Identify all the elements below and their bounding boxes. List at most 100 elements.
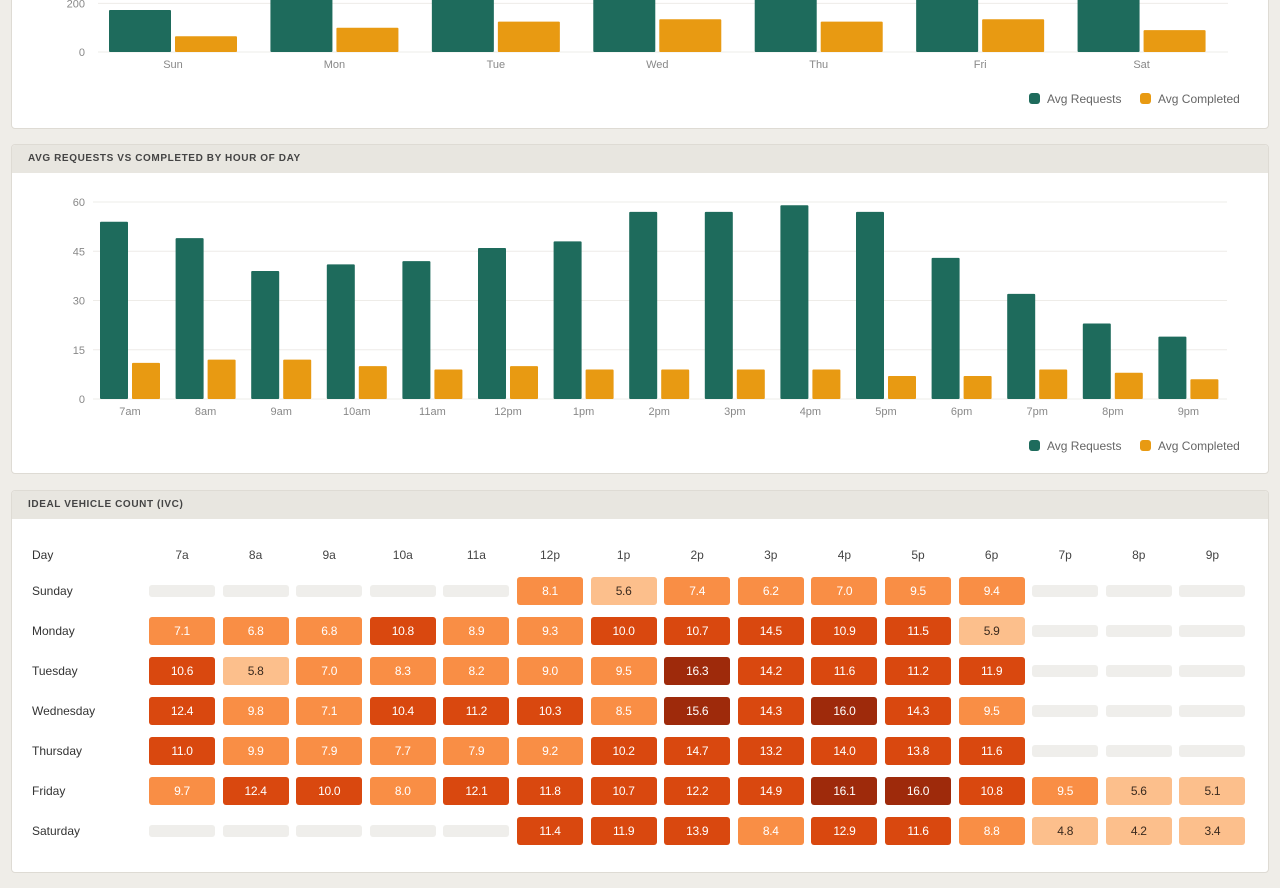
legend-label-completed: Avg Completed	[1158, 92, 1240, 106]
heatmap-cell: 8.3	[369, 657, 436, 685]
bar-requests-4pm	[780, 205, 809, 399]
bar-requests-7am	[100, 221, 128, 399]
heatmap-col-label-11a: 11a	[466, 548, 486, 562]
x-tick-label: 3pm	[724, 406, 745, 418]
bar-completed-4pm	[812, 369, 841, 399]
x-tick-label: 7pm	[1026, 406, 1047, 418]
heatmap-cell: 14.5	[737, 617, 804, 645]
bar-completed-5pm	[888, 376, 916, 399]
heatmap-cell: 11.8	[517, 777, 583, 805]
heatmap-col-label-9a: 9a	[322, 548, 336, 562]
heatmap-empty-cell	[1179, 585, 1246, 597]
heatmap-cell: 9.2	[517, 737, 583, 765]
heatmap-cell: 14.3	[885, 697, 951, 725]
heatmap-empty-cell	[149, 825, 215, 837]
heatmap-cell: 12.4	[149, 697, 215, 725]
bar-completed-6pm	[963, 376, 992, 399]
heatmap-cell: 14.0	[811, 737, 878, 765]
heatmap-cell: 10.3	[517, 697, 583, 725]
heatmap-cell: 16.0	[811, 697, 878, 725]
bar-completed-9pm	[1190, 379, 1219, 399]
heatmap-empty-cell	[443, 825, 510, 837]
heatmap-cell: 10.4	[369, 697, 436, 725]
legend-label-requests: Avg Requests	[1047, 92, 1122, 106]
heatmap-cell: 11.6	[811, 657, 878, 685]
bar-requests-sat	[1077, 0, 1140, 52]
heatmap-cell: 4.8	[1032, 817, 1099, 845]
hour-of-day-bar-chart: 0 15 30 45 60 7am 8am 9am 10am 11am 12pm 1pm 2pm 3pm 4…	[73, 197, 1240, 453]
heatmap-cell: 9.8	[222, 697, 289, 725]
heatmap-title: IDEAL VEHICLE COUNT (IVC)	[12, 491, 1268, 519]
x-tick-label: 8pm	[1102, 406, 1123, 418]
heatmap-cell: 9.0	[517, 657, 583, 685]
heatmap-cell: 16.3	[664, 657, 731, 685]
heatmap-cell: 7.9	[443, 737, 510, 765]
bar-requests-2pm	[629, 211, 658, 399]
bar-completed-11am	[434, 369, 463, 399]
x-tick-label: Wed	[646, 59, 668, 71]
y-tick-label: 0	[79, 47, 85, 59]
heatmap-cell: 9.9	[222, 737, 289, 765]
heatmap-cell: 5.9	[958, 617, 1025, 645]
heatmap-col-label-6p: 6p	[984, 548, 999, 562]
heatmap-cell: 10.6	[149, 657, 215, 685]
heatmap-empty-cell	[296, 585, 363, 597]
bar-completed-fri	[982, 19, 1045, 52]
heatmap-empty-cell	[1105, 625, 1172, 637]
bar-completed-1pm	[585, 369, 614, 399]
ivc-heatmap-panel: IDEAL VEHICLE COUNT (IVC) Day 7a 8a 9a 10a 11…	[11, 490, 1269, 873]
bar-requests-sun	[109, 9, 171, 52]
heatmap-row-label-friday: Friday	[32, 784, 66, 798]
heatmap-col-label-1p: 1p	[616, 548, 631, 562]
heatmap-col-label-3p: 3p	[764, 548, 778, 562]
heatmap-cell: 11.6	[958, 737, 1025, 765]
heatmap-empty-cell	[443, 585, 510, 597]
heatmap-cell: 6.8	[222, 617, 289, 645]
x-tick-label: 9pm	[1178, 406, 1199, 418]
heatmap-col-label-2p: 2p	[690, 548, 704, 562]
heatmap-cell: 6.2	[737, 577, 804, 605]
heatmap-cell: 12.9	[811, 817, 878, 845]
heatmap-row-label-thursday: Thursday	[32, 744, 83, 758]
heatmap-cell: 8.8	[958, 817, 1025, 845]
heatmap-cell: 14.7	[664, 737, 731, 765]
x-tick-label: 7am	[119, 406, 140, 418]
bar-completed-sat	[1143, 30, 1206, 52]
heatmap-empty-cell	[222, 585, 289, 597]
heatmap-cell: 12.1	[443, 777, 510, 805]
heatmap-cell: 12.4	[222, 777, 289, 805]
heatmap-cell: 11.2	[885, 657, 951, 685]
ivc-heatmap: Day 7a 8a 9a 10a 11a 12p 1p 2p 3p 4p 5p 6p 7p 8p 9p Sund…	[12, 491, 1268, 872]
heatmap-empty-cell	[1105, 745, 1172, 757]
bar-requests-9pm	[1158, 336, 1187, 399]
x-tick-label: 9am	[270, 406, 291, 418]
heatmap-cell: 9.3	[517, 617, 583, 645]
heatmap-col-label-7p: 7p	[1058, 548, 1072, 562]
heatmap-cell: 7.9	[296, 737, 363, 765]
x-tick-label: 5pm	[875, 406, 896, 418]
heatmap-col-label-7a: 7a	[175, 548, 189, 562]
bar-completed-8am	[207, 359, 236, 399]
heatmap-cell: 7.4	[664, 577, 731, 605]
heatmap-cell: 7.0	[296, 657, 363, 685]
heatmap-col-label-9p: 9p	[1205, 548, 1220, 562]
heatmap-col-label-8a: 8a	[248, 548, 263, 562]
bar-requests-5pm	[856, 211, 884, 399]
hour-of-day-chart-panel: AVG REQUESTS VS COMPLETED BY HOUR OF DAY…	[11, 144, 1269, 474]
heatmap-cell: 13.2	[737, 737, 804, 765]
heatmap-cell: 7.1	[296, 697, 363, 725]
heatmap-row-label-saturday: Saturday	[32, 824, 81, 838]
heatmap-cell: 10.0	[296, 777, 363, 805]
heatmap-empty-cell	[1179, 705, 1246, 717]
bar-requests-mon	[270, 0, 333, 52]
legend-swatch-completed	[1140, 93, 1151, 104]
heatmap-cell: 13.8	[885, 737, 951, 765]
heatmap-cell: 8.0	[369, 777, 436, 805]
bar-completed-7pm	[1039, 369, 1068, 399]
heatmap-empty-cell	[1179, 745, 1246, 757]
heatmap-cell: 6.8	[296, 617, 363, 645]
heatmap-empty-cell	[1105, 585, 1172, 597]
heatmap-empty-cell	[1032, 625, 1099, 637]
heatmap-cell: 12.2	[664, 777, 731, 805]
heatmap-cell: 11.9	[590, 817, 657, 845]
